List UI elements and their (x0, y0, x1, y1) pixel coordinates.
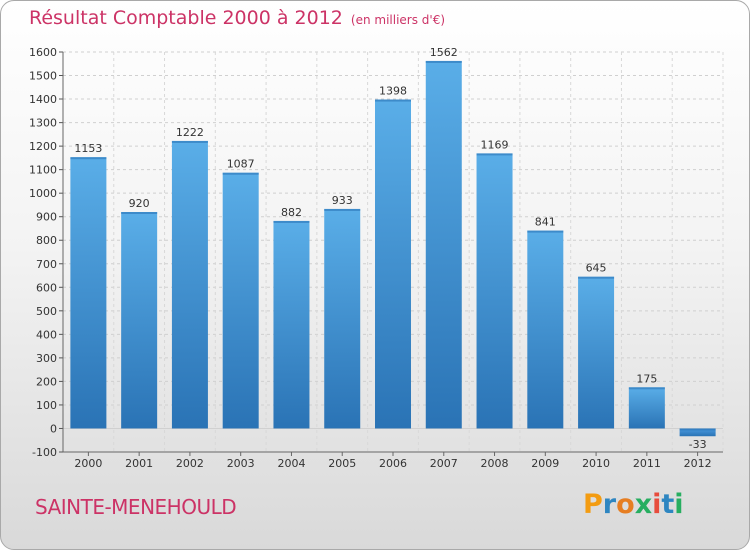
y-tick-label: 100 (36, 399, 57, 412)
x-tick-label: 2007 (430, 457, 458, 470)
bar (171, 140, 208, 429)
x-tick-label: 2011 (633, 457, 661, 470)
bar-edge (628, 387, 665, 390)
bar-edge (121, 212, 158, 214)
x-tick-label: 2004 (277, 457, 305, 470)
x-tick-label: 2001 (125, 457, 153, 470)
x-tick-label: 2006 (379, 457, 407, 470)
y-tick-label: 300 (36, 352, 57, 365)
y-tick-label: 1100 (29, 164, 57, 177)
y-tick-label: 400 (36, 328, 57, 341)
bar (476, 153, 513, 429)
y-tick-label: 0 (50, 422, 57, 435)
y-tick-label: 800 (36, 234, 57, 247)
bar-edge (476, 153, 513, 156)
y-tick-label: 600 (36, 281, 57, 294)
proxiti-logo: Proxiti (583, 489, 684, 520)
bar-edge (527, 230, 564, 233)
data-label: 645 (586, 262, 607, 275)
y-tick-label: 1200 (29, 140, 57, 153)
y-tick-label: 1400 (29, 93, 57, 106)
bar (578, 276, 615, 429)
x-tick-label: 2008 (481, 457, 509, 470)
data-label: 1169 (481, 138, 509, 151)
bar (273, 220, 310, 429)
data-label: 175 (636, 372, 657, 385)
x-tick-label: 2012 (684, 457, 712, 470)
bar-edge (171, 140, 208, 143)
logo-letter: i (652, 489, 662, 520)
bar (527, 230, 564, 429)
y-tick-label: 1300 (29, 117, 57, 130)
data-label: 841 (535, 216, 556, 229)
data-label: 1562 (430, 46, 458, 59)
x-tick-label: 2002 (176, 457, 204, 470)
bar-edge (375, 99, 411, 102)
bar (222, 172, 259, 429)
logo-letter: o (616, 489, 635, 520)
y-tick-label: 500 (36, 305, 57, 318)
data-label: 882 (281, 206, 302, 219)
bar (679, 428, 716, 437)
chart-title: Résultat Comptable 2000 à 2012 (29, 7, 343, 29)
bar-edge (222, 172, 259, 175)
logo-letter: P (583, 489, 603, 520)
x-tick-label: 2003 (227, 457, 255, 470)
y-tick-label: -100 (32, 446, 57, 459)
bar-edge (578, 276, 615, 279)
logo-letter: i (674, 489, 684, 520)
data-label: -33 (689, 438, 707, 451)
bar-edge (70, 157, 107, 160)
bars: 1153 920 1222 1087 882 933 1398 1562 1169 841 645 1… (70, 46, 716, 451)
bar (121, 212, 158, 429)
data-label: 1087 (227, 158, 255, 171)
x-tick-label: 2010 (582, 457, 610, 470)
chart-title-group: Résultat Comptable 2000 à 2012 (en millie… (29, 7, 445, 29)
bar (425, 60, 462, 429)
data-label: 933 (332, 194, 353, 207)
bar-edge (679, 428, 716, 431)
axes: -100 0 100 200 300 400 500 600 700 800 900 1000 1100… (29, 46, 723, 470)
logo-letter: r (602, 489, 617, 520)
bar-edge (425, 60, 462, 63)
bar (628, 387, 665, 429)
y-tick-label: 1500 (29, 70, 57, 83)
data-label: 1222 (176, 126, 204, 139)
y-tick-label: 900 (36, 211, 57, 224)
y-tick-label: 1600 (29, 46, 57, 59)
y-tick-label: 1000 (29, 187, 57, 200)
bar-edge (324, 208, 361, 211)
bar (70, 157, 107, 429)
y-tick-label: 200 (36, 375, 57, 388)
x-tick-label: 2005 (328, 457, 356, 470)
data-label: 1398 (379, 85, 407, 98)
chart-subtitle: (en milliers d'€) (350, 13, 446, 27)
x-tick-label: 2000 (74, 457, 102, 470)
y-tick-label: 700 (36, 258, 57, 271)
logo-letter: t (661, 489, 675, 520)
data-label: 920 (129, 197, 150, 210)
x-tick-label: 2009 (531, 457, 559, 470)
bar (375, 99, 411, 429)
bar-edge (273, 220, 310, 223)
logo-letter: x (634, 489, 653, 520)
city-name: SAINTE-MENEHOULD (35, 495, 237, 519)
data-label: 1153 (74, 142, 102, 155)
bar (324, 208, 361, 429)
